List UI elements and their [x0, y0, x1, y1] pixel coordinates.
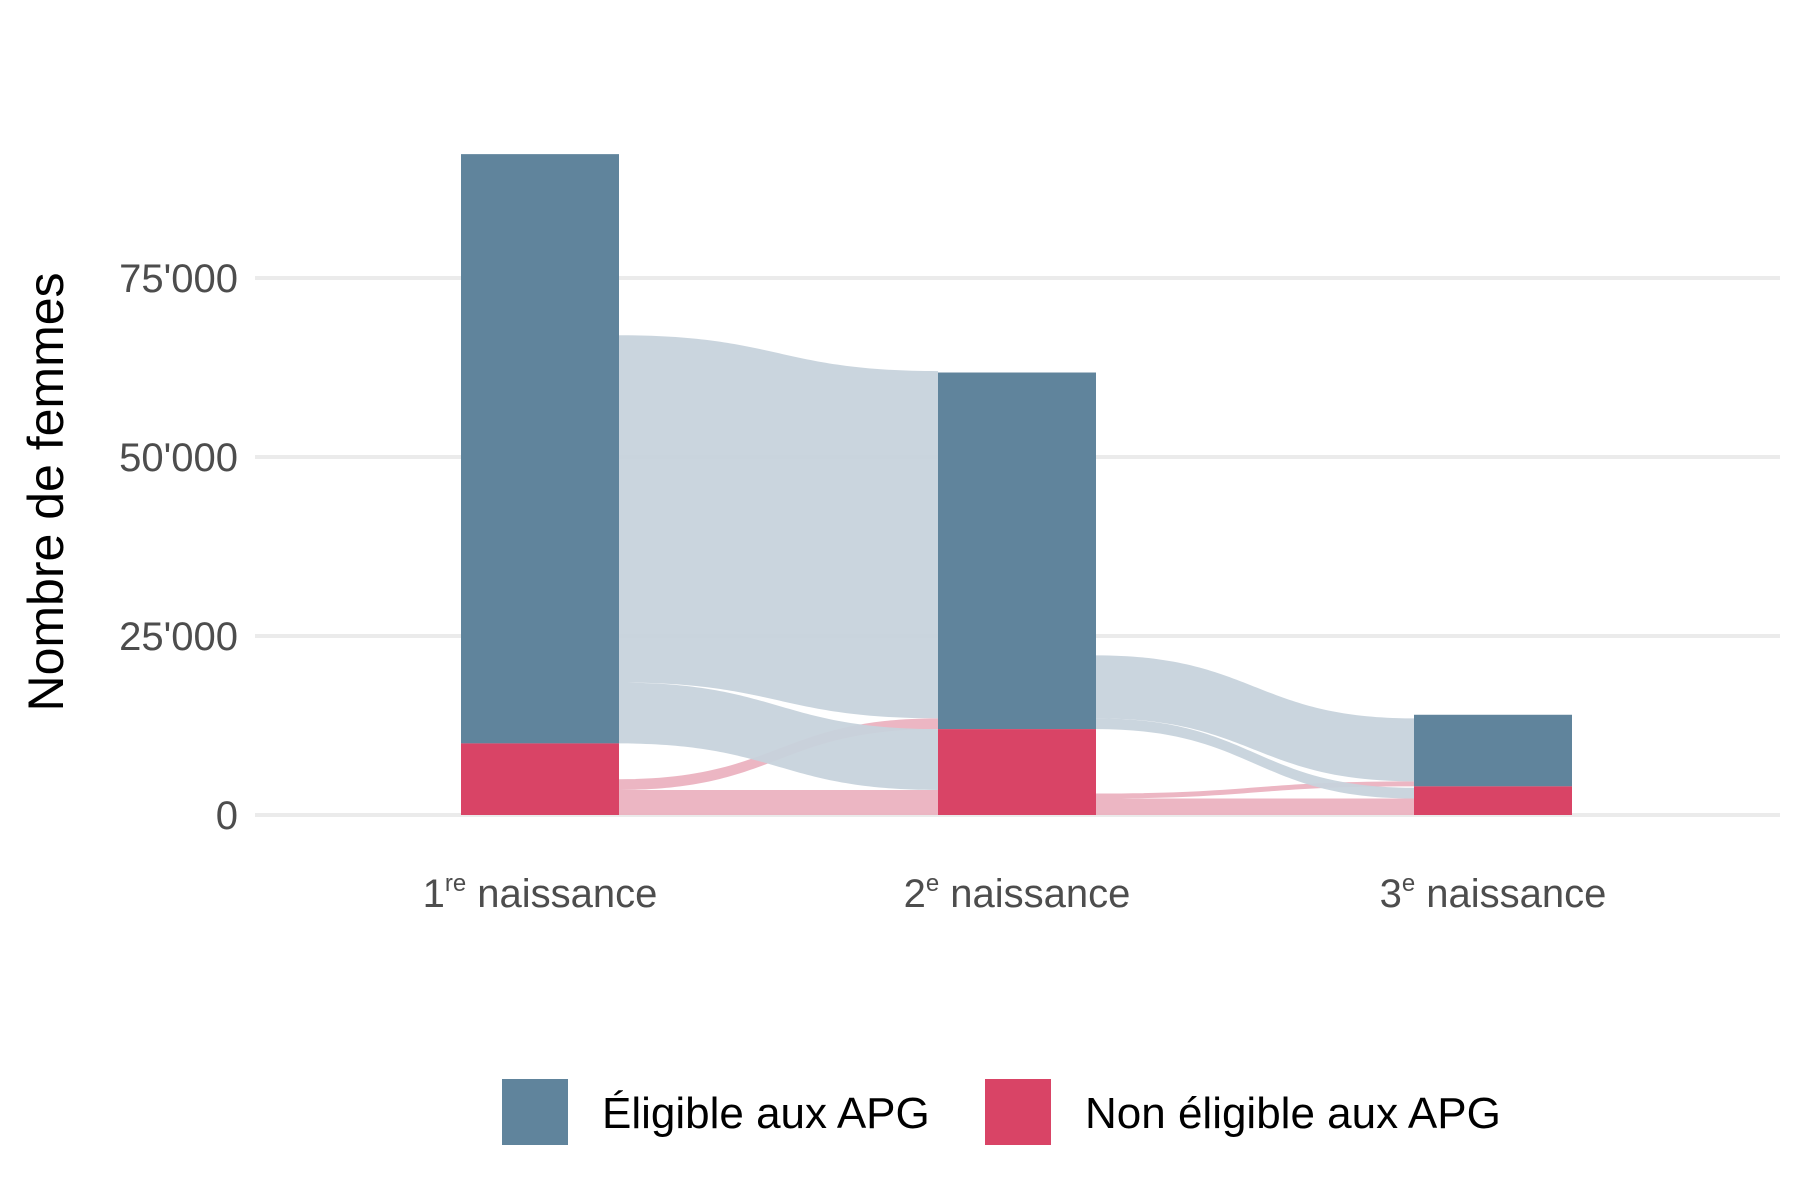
y-tick-label: 75'000: [119, 257, 238, 301]
y-tick-label: 25'000: [119, 615, 238, 659]
x-tick-label: 2e naissance: [904, 870, 1131, 916]
legend-label: Non éligible aux APG: [1085, 1089, 1501, 1138]
x-tick-number: 3: [1380, 872, 1402, 916]
y-tick-label: 50'000: [119, 436, 238, 480]
y-axis-title: Nombre de femmes: [18, 272, 74, 711]
x-axis: 1re naissance 2e naissance 3e naissance: [423, 870, 1607, 916]
bar-non-eligible: [461, 743, 619, 815]
flow-elig-nonelig: [619, 682, 938, 790]
x-tick-superscript: e: [926, 870, 939, 897]
flow-elig-elig: [1096, 655, 1414, 782]
bars: [461, 154, 1572, 815]
legend-swatch: [502, 1079, 568, 1145]
x-tick-superscript: e: [1402, 870, 1415, 897]
x-tick-superscript: re: [445, 870, 466, 897]
x-tick-text: naissance: [939, 872, 1130, 916]
flow-nonelig-nonelig: [619, 789, 938, 815]
y-tick-label: 0: [216, 794, 238, 838]
x-tick-label: 1re naissance: [423, 870, 658, 916]
legend-label: Éligible aux APG: [602, 1089, 930, 1138]
bar-eligible: [938, 372, 1096, 730]
bar-non-eligible: [938, 729, 1096, 815]
y-axis: 0 25'000 50'000 75'000: [119, 257, 238, 838]
legend: Éligible aux APG Non éligible aux APG: [502, 1079, 1501, 1145]
flow-nonelig-nonelig: [1096, 798, 1414, 815]
x-tick-text: naissance: [1415, 872, 1606, 916]
bar-non-eligible: [1414, 786, 1572, 815]
x-tick-number: 2: [904, 872, 926, 916]
x-tick-label: 3e naissance: [1380, 870, 1607, 916]
x-tick-number: 1: [423, 872, 445, 916]
flow-elig-nonelig: [1096, 718, 1414, 799]
flow-elig-elig: [619, 335, 938, 719]
flows: [619, 335, 1414, 815]
bar-eligible: [461, 154, 619, 744]
bar-eligible: [1414, 714, 1572, 787]
legend-swatch: [985, 1079, 1051, 1145]
x-tick-text: naissance: [466, 872, 657, 916]
